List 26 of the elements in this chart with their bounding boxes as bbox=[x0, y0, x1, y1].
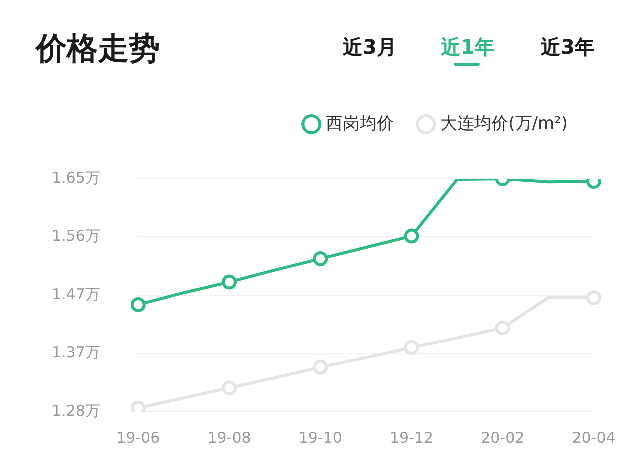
x-tick-label: 19-06 bbox=[116, 428, 160, 447]
x-tick-label: 19-08 bbox=[208, 428, 252, 447]
x-tick-label: 20-02 bbox=[481, 428, 525, 447]
y-tick-label: 1.65万 bbox=[52, 168, 100, 187]
y-tick-label: 1.47万 bbox=[52, 285, 100, 304]
point bbox=[313, 360, 328, 375]
point bbox=[404, 340, 420, 356]
x-tick-label: 19-10 bbox=[298, 428, 342, 447]
point bbox=[130, 297, 146, 312]
x-tick-label: 20-04 bbox=[572, 428, 616, 447]
point bbox=[222, 274, 238, 290]
point bbox=[404, 228, 420, 244]
y-tick-label: 1.28万 bbox=[52, 402, 100, 420]
chart-title: 价格走势 bbox=[36, 30, 160, 69]
point bbox=[586, 290, 602, 306]
legend-label: 西岗均价 bbox=[326, 114, 394, 134]
point bbox=[495, 320, 510, 336]
text: 近3年 bbox=[541, 34, 595, 61]
y-tick-label: 1.37万 bbox=[52, 344, 100, 362]
text: 近1年 bbox=[441, 34, 495, 61]
point bbox=[222, 380, 238, 396]
x-tick-label: 19-12 bbox=[390, 428, 434, 447]
text: 近3月 bbox=[343, 34, 397, 61]
legend-label: 大连均价(万/m²) bbox=[440, 114, 568, 134]
y-tick-label: 1.56万 bbox=[52, 227, 100, 246]
point bbox=[313, 251, 328, 266]
